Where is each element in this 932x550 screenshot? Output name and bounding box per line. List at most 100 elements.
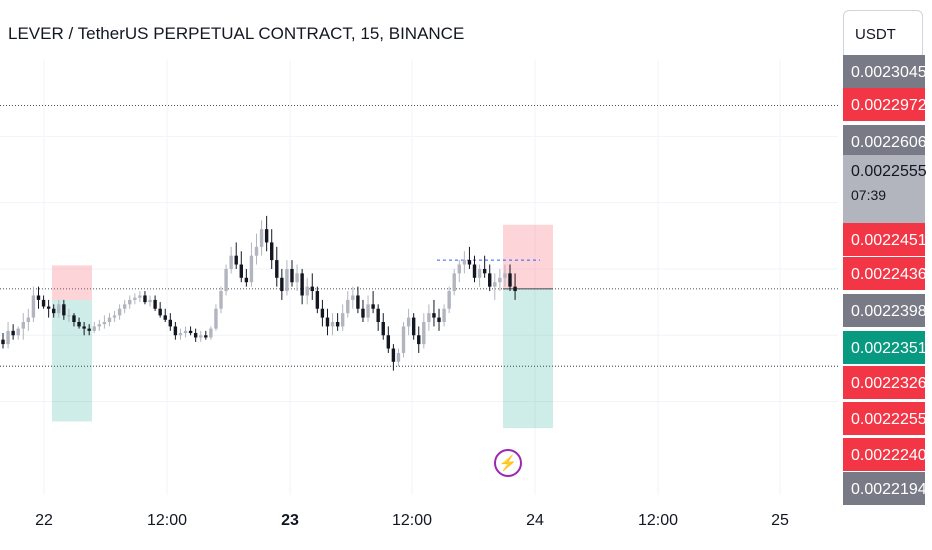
candle-body-82	[417, 335, 421, 345]
candle-body-57	[290, 268, 294, 283]
candle-body-91	[462, 260, 467, 265]
candle-body-65	[330, 322, 335, 327]
price-label-1: 0.0022972	[843, 88, 925, 121]
time-label-4: 24	[526, 512, 544, 529]
candle-body-19	[97, 324, 102, 327]
price-label-9: 0.0022240	[843, 438, 925, 471]
candle-body-50	[254, 246, 259, 256]
position-target-zone-0	[52, 299, 92, 422]
candle-body-13	[67, 315, 71, 317]
candle-body-35	[178, 333, 183, 336]
price-label-6: 0.0022351	[843, 331, 925, 364]
candle-body-6	[31, 295, 36, 318]
candle-body-62	[315, 291, 320, 309]
candle-body-55	[280, 277, 284, 292]
time-label-6: 25	[771, 512, 789, 529]
candle-body-100	[508, 273, 512, 287]
candle-body-80	[406, 317, 411, 327]
candle-body-53	[270, 242, 274, 261]
candle-body-89	[452, 273, 456, 292]
candle-body-39	[199, 335, 203, 338]
candle-body-42	[214, 308, 218, 329]
candle-body-59	[300, 273, 304, 296]
position-tools[interactable]	[52, 224, 553, 429]
candle-body-92	[467, 260, 472, 265]
price-label-7: 0.0022326	[843, 366, 925, 399]
candle-body-34	[173, 326, 178, 336]
candle-body-67	[340, 313, 345, 327]
candle-body-4	[21, 322, 25, 329]
candle-body-79	[401, 326, 406, 353]
bar-countdown: 07:39	[851, 187, 887, 203]
candle-body-32	[163, 315, 167, 320]
candle-body-61	[310, 286, 314, 292]
candle-body-45	[229, 255, 233, 269]
candle-body-36	[183, 330, 188, 334]
lightning-icon[interactable]: ⚡	[494, 449, 522, 477]
candle-body-87	[442, 308, 446, 322]
candle-body-2	[11, 330, 15, 336]
grid	[0, 60, 838, 495]
candle-body-54	[275, 260, 279, 278]
candle-body-83	[422, 322, 426, 345]
candle-body-7	[36, 295, 41, 300]
candle-body-27	[138, 295, 142, 298]
candle-body-33	[168, 319, 173, 327]
candle-body-95	[482, 268, 487, 274]
candles	[1, 215, 517, 371]
candle-body-26	[133, 297, 137, 300]
candle-body-58	[295, 273, 299, 283]
price-label-2: 0.0022606	[843, 125, 925, 158]
position-target-zone-1	[503, 288, 553, 429]
candle-body-96	[488, 273, 492, 287]
candle-body-73	[371, 304, 375, 309]
candle-body-94	[477, 268, 482, 278]
candle-body-86	[437, 317, 441, 322]
candle-body-24	[122, 304, 127, 309]
time-label-0: 22	[35, 512, 53, 529]
candle-body-18	[92, 326, 96, 331]
candle-body-44	[224, 268, 228, 292]
candle-body-15	[77, 322, 81, 327]
candle-body-64	[325, 317, 330, 327]
time-label-1: 12:00	[146, 512, 188, 529]
candle-body-47	[239, 264, 243, 278]
candle-body-29	[148, 299, 152, 303]
candle-body-70	[356, 295, 360, 309]
candle-body-31	[158, 308, 162, 316]
candle-body-10	[52, 308, 56, 314]
candle-body-17	[87, 328, 91, 331]
candle-body-41	[209, 328, 213, 338]
candle-body-40	[204, 335, 208, 338]
candle-body-37	[188, 330, 193, 334]
candle-body-74	[376, 308, 380, 322]
candle-body-23	[117, 308, 122, 316]
time-label-2: 23	[281, 512, 299, 529]
candle-body-5	[26, 317, 31, 322]
candle-body-49	[249, 255, 254, 283]
candle-body-69	[351, 295, 355, 300]
candle-body-72	[366, 304, 370, 318]
candle-body-71	[361, 308, 365, 318]
candle-body-85	[432, 313, 436, 318]
candle-body-77	[391, 348, 396, 362]
candle-body-66	[335, 322, 340, 327]
candle-body-88	[447, 291, 451, 309]
last-price-label: 0.0022555 07:39	[843, 155, 927, 223]
candle-body-93	[472, 264, 477, 278]
candle-body-38	[193, 333, 198, 338]
candle-body-3	[16, 328, 20, 336]
candle-body-1	[6, 330, 10, 345]
candle-body-97	[493, 282, 497, 287]
price-label-0: 0.0023045	[843, 55, 925, 88]
candle-body-25	[128, 299, 132, 305]
last-price-value: 0.0022555	[851, 163, 927, 180]
candle-body-84	[427, 313, 431, 322]
candle-body-78	[396, 352, 401, 362]
candle-body-22	[112, 315, 117, 318]
chart-title: LEVER / TetherUS PERPETUAL CONTRACT, 15,…	[8, 24, 465, 43]
candle-body-14	[72, 315, 76, 322]
time-label-3: 12:00	[391, 512, 433, 529]
candle-body-16	[82, 326, 86, 329]
